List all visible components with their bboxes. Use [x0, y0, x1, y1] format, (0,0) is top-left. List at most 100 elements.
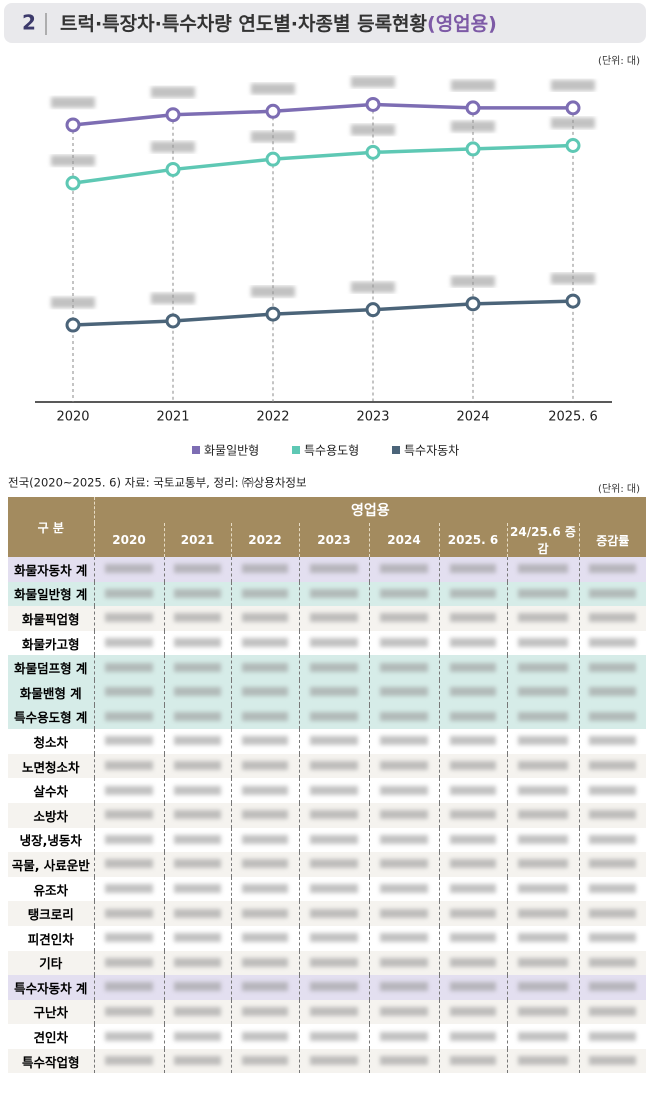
x-tick-label: 2022 [256, 410, 289, 425]
blurred-value [379, 638, 429, 648]
blurred-value [518, 933, 568, 943]
x-tick-label: 2021 [156, 410, 189, 425]
blurred-label [51, 297, 95, 309]
cell [230, 876, 299, 902]
cell [163, 852, 231, 877]
blurred-value [309, 834, 359, 844]
blurred-value [589, 662, 637, 672]
cell [163, 729, 231, 754]
row-label: 살수차 [33, 784, 68, 800]
blurred-value [174, 761, 221, 771]
cell [163, 581, 231, 607]
cell [298, 876, 369, 902]
point [265, 103, 281, 119]
blurred-value [174, 884, 221, 894]
blurred-value [589, 736, 637, 746]
cell [578, 901, 647, 926]
table-row: 화물덤프형 계 [8, 655, 647, 680]
table-row: 특수자동차 계 [8, 975, 647, 1000]
cell [230, 557, 299, 582]
cell [578, 606, 647, 631]
cell [230, 1024, 299, 1049]
blurred-value [589, 1006, 637, 1016]
cell [298, 802, 369, 828]
blurred-value [379, 1006, 429, 1016]
row-label: 특수작업형 [21, 1054, 80, 1070]
blurred-value [174, 1031, 221, 1041]
blurred-value [174, 982, 221, 992]
cell [93, 999, 164, 1025]
blurred-value [174, 736, 221, 746]
cell [298, 950, 369, 976]
blurred-value [174, 785, 221, 795]
blurred-value [379, 687, 429, 697]
column-header: 2021 [163, 523, 231, 557]
blurred-value [449, 711, 497, 721]
cell [298, 630, 369, 656]
cell [298, 704, 369, 730]
cell [438, 606, 507, 631]
blurred-value [589, 1056, 637, 1066]
cell [438, 901, 507, 926]
blurred-value [449, 588, 497, 598]
cell [506, 778, 579, 803]
cell [438, 999, 507, 1025]
blurred-value [309, 1031, 359, 1041]
cell [578, 852, 647, 877]
blurred-value [589, 908, 637, 918]
blurred-value [104, 662, 154, 672]
blurred-value [449, 834, 497, 844]
blurred-value [104, 638, 154, 648]
cell [368, 876, 439, 902]
table-row: 소방차 [8, 802, 647, 828]
table-row: 견인차 [8, 1024, 647, 1049]
row-label: 특수용도형 계 [14, 710, 88, 726]
blurred-value [379, 810, 429, 820]
blurred-value [309, 662, 359, 672]
table-row: 화물픽업형 [8, 606, 647, 631]
cell [230, 950, 299, 976]
blurred-value [589, 785, 637, 795]
blurred-value [174, 687, 221, 697]
cell [368, 630, 439, 656]
cell [93, 753, 164, 779]
cell [578, 1024, 647, 1049]
point [565, 138, 581, 153]
cell [368, 704, 439, 730]
blurred-value [379, 859, 429, 869]
cell [506, 901, 579, 926]
blurred-value [174, 933, 221, 943]
cell [163, 876, 231, 902]
blurred-value [241, 834, 289, 844]
blurred-label [51, 96, 95, 108]
blurred-value [241, 761, 289, 771]
column-header: 증감률 [578, 523, 647, 557]
blurred-value [449, 687, 497, 697]
cell [578, 876, 647, 902]
cell [368, 975, 439, 1000]
cell [298, 729, 369, 754]
blurred-value [449, 982, 497, 992]
cell [506, 704, 579, 730]
blurred-value [241, 613, 289, 623]
cell [230, 655, 299, 680]
cell [93, 704, 164, 730]
cell [93, 876, 164, 902]
blurred-label [351, 76, 395, 88]
cell [230, 581, 299, 607]
title-main: 트럭·특장차·특수차량 연도별·차종별 등록현황 [60, 12, 428, 35]
cell [163, 901, 231, 926]
cell [93, 827, 164, 853]
cell [578, 655, 647, 680]
cell [506, 729, 579, 754]
blurred-value [104, 957, 154, 967]
cell [438, 852, 507, 877]
blurred-value [379, 588, 429, 598]
cell [230, 679, 299, 705]
cell [93, 925, 164, 951]
cell [163, 999, 231, 1025]
blurred-value [518, 736, 568, 746]
blurred-value [449, 736, 497, 746]
blurred-label [451, 79, 495, 91]
point [265, 151, 281, 167]
